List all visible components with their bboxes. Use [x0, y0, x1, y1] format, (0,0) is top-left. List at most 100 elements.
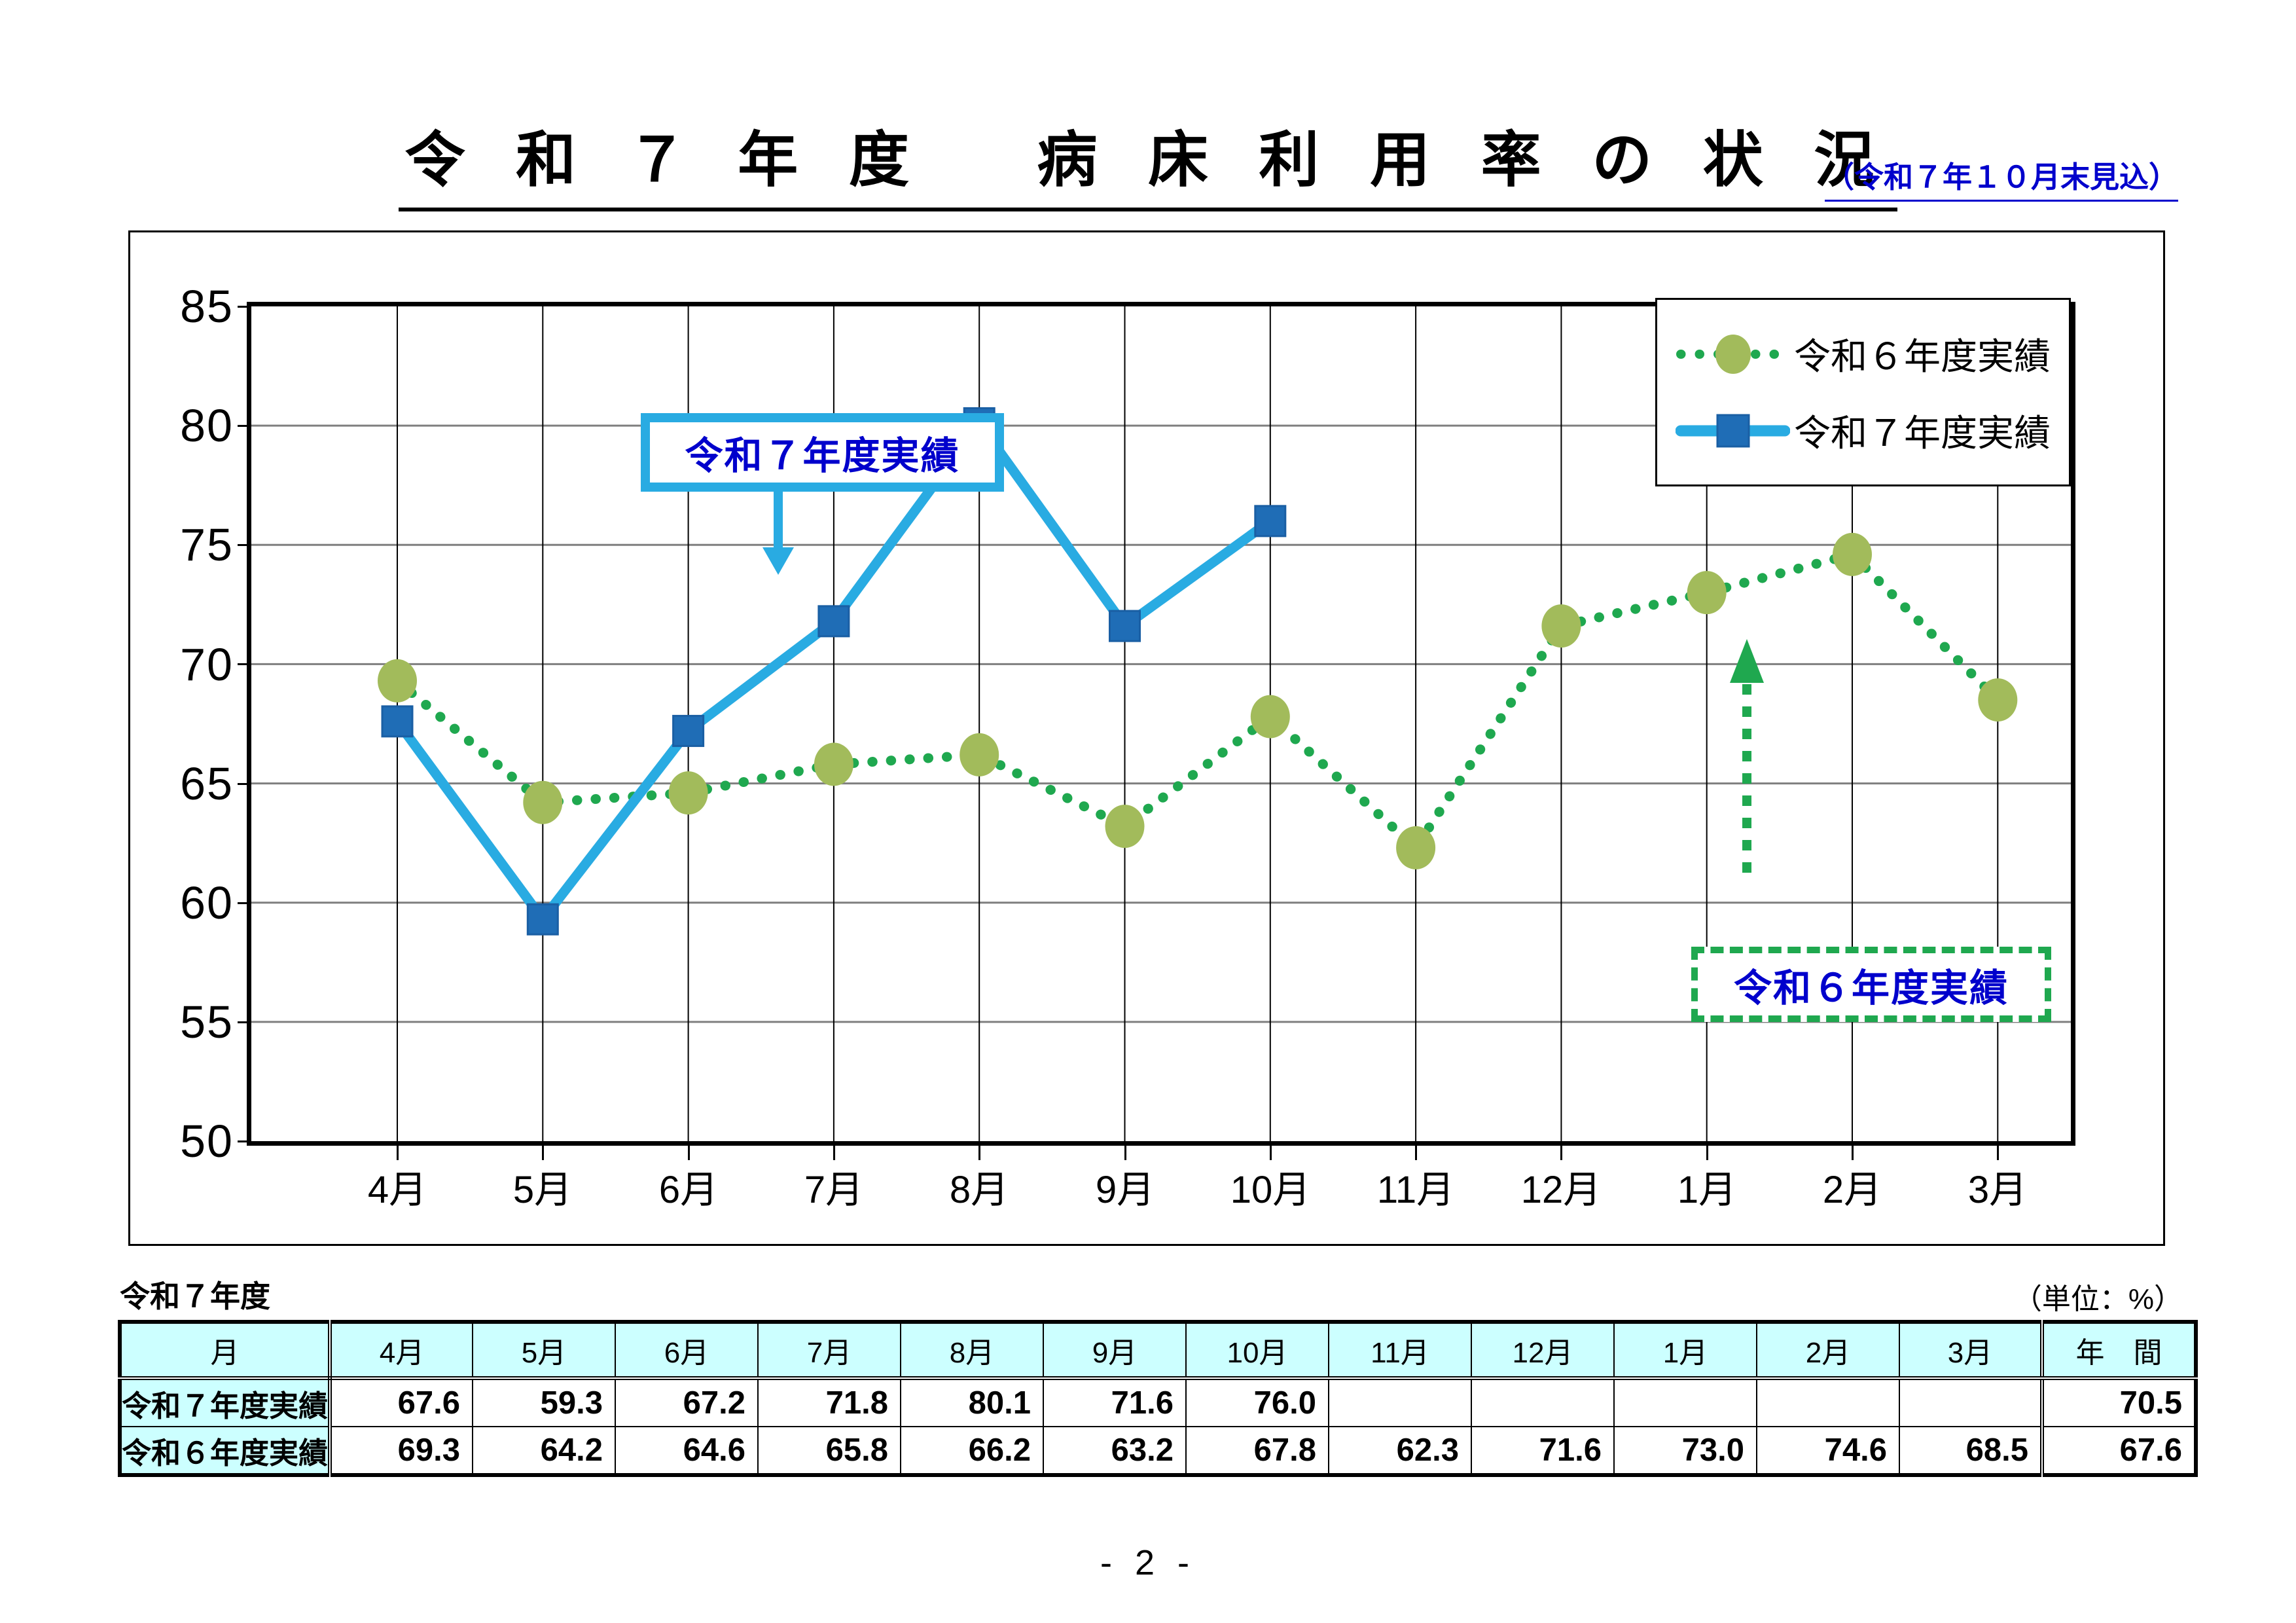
x-tick — [1560, 1146, 1563, 1160]
y-axis-label-85: 85 — [180, 281, 234, 332]
r6-point-8 — [1541, 604, 1581, 648]
r6-point-11 — [1978, 678, 2018, 722]
table-unit-label: （単位：%） — [2013, 1283, 2183, 1315]
r6-point-7 — [1396, 826, 1436, 869]
table-header-jan: 1月 — [1613, 1321, 1758, 1380]
r7-arrowhead-icon — [762, 547, 794, 575]
r6-point-2 — [668, 771, 708, 815]
r6-point-0 — [378, 659, 417, 702]
x-tick — [1124, 1146, 1126, 1160]
x-tick — [687, 1146, 690, 1160]
r6-mar: 68.5 — [1899, 1426, 2043, 1476]
legend-r7-sample-icon — [1676, 414, 1790, 447]
r6-oct: 67.8 — [1185, 1426, 1330, 1476]
x-tick — [1852, 1146, 1854, 1160]
r6-jul: 65.8 — [757, 1426, 902, 1476]
r7-may: 59.3 — [472, 1377, 617, 1427]
legend-r7-label: 令和７年度実績 — [1794, 412, 2051, 454]
table-header-month-col: 月 — [118, 1321, 332, 1380]
table-header-may: 5月 — [472, 1321, 617, 1380]
x-axis-label-7: 7月 — [804, 1169, 864, 1211]
legend-r6-sample-icon — [1676, 334, 1789, 374]
r6-point-5 — [1105, 805, 1145, 848]
r7-point-0 — [381, 705, 414, 738]
title-row: 令 和 ７ 年 度 病 床 利 用 率 の 状 況 — [0, 111, 2296, 211]
x-axis-label-4: 4月 — [367, 1169, 427, 1211]
r6-point-9 — [1687, 571, 1727, 615]
table-header-apr: 4月 — [329, 1321, 474, 1380]
r6-point-4 — [960, 733, 999, 776]
y-axis-label-70: 70 — [180, 639, 234, 690]
x-axis-label-10: 10月 — [1230, 1169, 1311, 1211]
y-axis-label-55: 55 — [180, 996, 234, 1048]
legend-item-r6: 令和６年度実績 — [1676, 327, 2069, 380]
r7-jan — [1613, 1377, 1758, 1427]
series-r6 — [378, 532, 2018, 869]
r6-point-3 — [814, 742, 853, 786]
r7-point-3 — [817, 605, 850, 638]
r6-feb: 74.6 — [1756, 1426, 1901, 1476]
y-axis-label-50: 50 — [180, 1116, 234, 1167]
table-header-feb: 2月 — [1756, 1321, 1901, 1380]
r7-aug: 80.1 — [900, 1377, 1045, 1427]
page-title: 令 和 ７ 年 度 病 床 利 用 率 の 状 況 — [398, 111, 1898, 211]
x-axis-label-5: 5月 — [512, 1169, 573, 1211]
r6-arrowhead-icon — [1730, 639, 1764, 683]
chart-frame: 85 80 75 70 65 60 55 50 令和７年度実績 令和６年度実績 — [128, 230, 2165, 1246]
y-tick — [238, 663, 247, 666]
x-tick — [1269, 1146, 1272, 1160]
table-header-sep: 9月 — [1043, 1321, 1187, 1380]
table-row-r7: 令和７年度実績 67.6 59.3 67.2 71.8 80.1 71.6 76… — [118, 1377, 2197, 1427]
r6-point-1 — [523, 780, 563, 824]
y-axis-label-75: 75 — [180, 519, 234, 570]
title-note: （令和７年１０月末見込） — [1824, 153, 2178, 202]
x-axis-label-2: 2月 — [1822, 1169, 1882, 1211]
x-tick — [978, 1146, 981, 1160]
callout-r6-box: 令和６年度実績 — [1691, 947, 2051, 1022]
table-row-r6: 令和６年度実績 69.3 64.2 64.6 65.8 66.2 63.2 67… — [118, 1426, 2197, 1476]
callout-r7-label: 令和７年度実績 — [685, 435, 960, 477]
x-axis-label-9: 9月 — [1095, 1169, 1155, 1211]
r6-point-6 — [1250, 695, 1290, 739]
row-label-r6: 令和６年度実績 — [118, 1426, 332, 1476]
y-axis-label-60: 60 — [180, 877, 234, 928]
r6-apr: 69.3 — [329, 1426, 474, 1476]
y-axis-label-80: 80 — [180, 400, 234, 451]
y-tick — [238, 544, 247, 547]
x-tick — [1706, 1146, 1708, 1160]
r6-aug: 66.2 — [900, 1426, 1045, 1476]
x-axis-label-1: 1月 — [1677, 1169, 1737, 1211]
y-tick — [238, 902, 247, 904]
r7-annual: 70.5 — [2040, 1377, 2197, 1427]
page-number: - 2 - — [1100, 1543, 1196, 1582]
r6-nov: 62.3 — [1328, 1426, 1473, 1476]
r7-mar — [1899, 1377, 2043, 1427]
table-header-aug: 8月 — [900, 1321, 1045, 1380]
y-tick — [238, 782, 247, 785]
table-header-jun: 6月 — [615, 1321, 759, 1380]
y-tick — [238, 1140, 247, 1142]
table-header-row: 月 4月 5月 6月 7月 8月 9月 10月 11月 12月 1月 2月 3月… — [118, 1321, 2197, 1380]
r7-dec — [1471, 1377, 1615, 1427]
r7-oct: 76.0 — [1185, 1377, 1330, 1427]
x-axis-label-12: 12月 — [1520, 1169, 1602, 1211]
x-axis-label-6: 6月 — [658, 1169, 719, 1211]
table-header-annual: 年 間 — [2040, 1321, 2197, 1380]
x-tick — [542, 1146, 545, 1160]
r6-sep: 63.2 — [1043, 1426, 1187, 1476]
series-r7 — [381, 407, 1287, 936]
r7-point-6 — [1254, 505, 1287, 538]
table-header-jul: 7月 — [757, 1321, 902, 1380]
table-header-mar: 3月 — [1899, 1321, 2043, 1380]
x-axis-label-3: 3月 — [1967, 1169, 2028, 1211]
x-tick — [1997, 1146, 2000, 1160]
table-header-oct: 10月 — [1185, 1321, 1330, 1380]
y-tick — [238, 425, 247, 428]
legend-r6-label: 令和６年度実績 — [1794, 336, 2051, 377]
callout-r7-box: 令和７年度実績 — [641, 413, 1004, 492]
r7-point-2 — [672, 714, 705, 747]
r6-may: 64.2 — [472, 1426, 617, 1476]
y-axis-label-65: 65 — [180, 758, 234, 809]
r7-nov — [1328, 1377, 1473, 1427]
r6-annual: 67.6 — [2040, 1426, 2197, 1476]
